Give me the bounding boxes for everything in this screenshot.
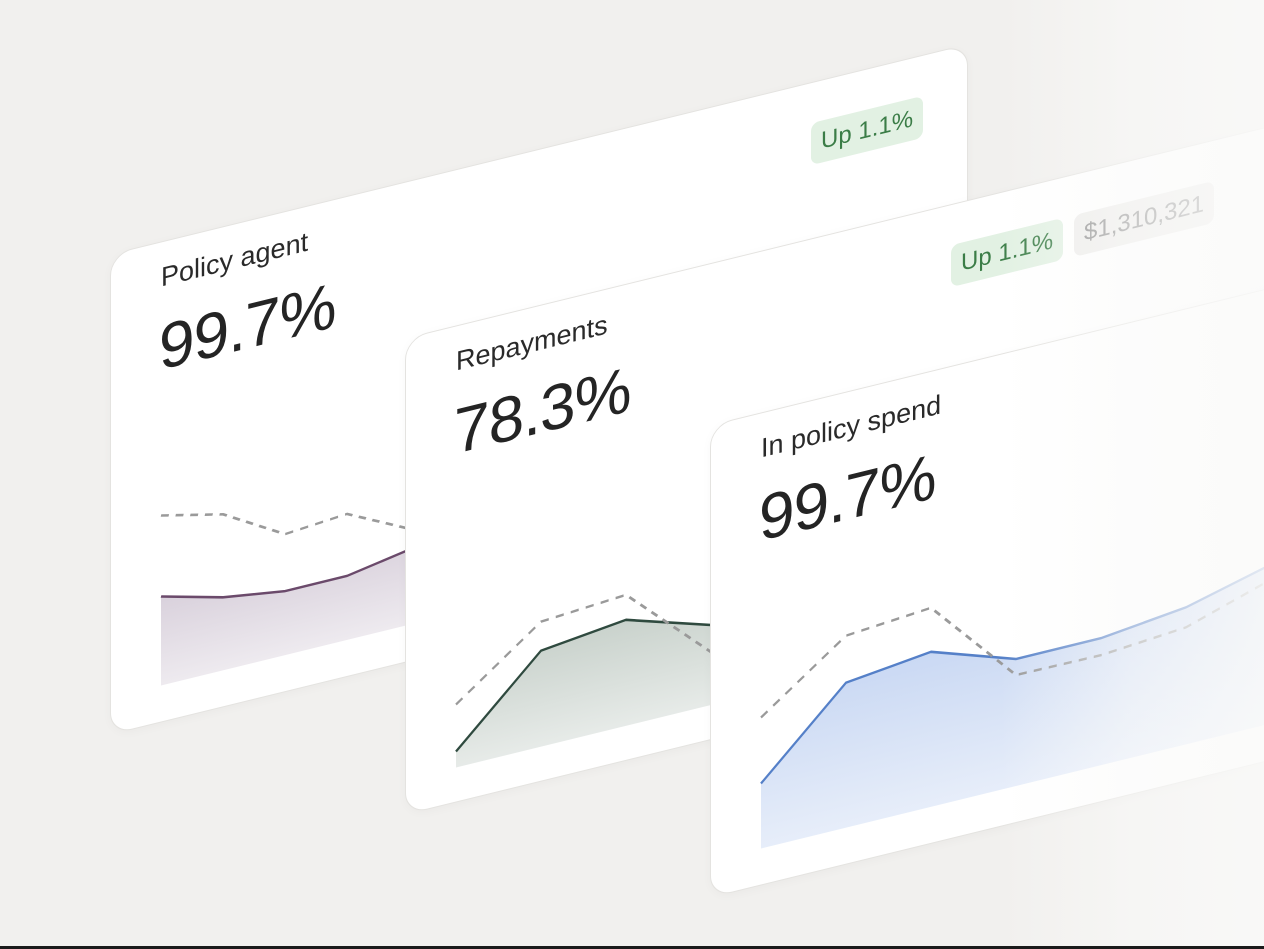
area-fill <box>161 549 409 686</box>
area-fill <box>456 619 711 768</box>
divider <box>0 946 1264 949</box>
